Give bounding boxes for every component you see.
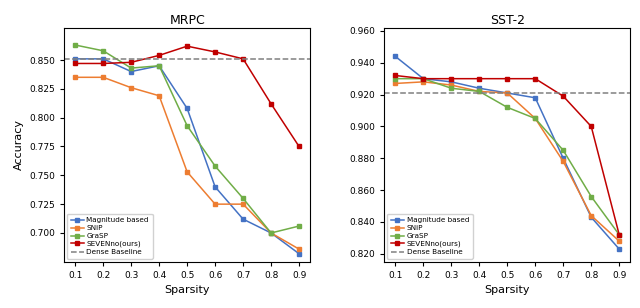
Line: Magnitude based: Magnitude based <box>393 54 621 252</box>
SNiP <box>183 170 191 174</box>
GraSP <box>239 197 247 200</box>
Line: SNiP: SNiP <box>73 75 301 252</box>
GraSP <box>531 117 539 120</box>
GraSP <box>419 77 427 80</box>
SEVENno(ours) <box>559 94 567 98</box>
Magnitude based <box>504 91 511 95</box>
SNiP <box>268 231 275 235</box>
X-axis label: Sparsity: Sparsity <box>484 286 530 295</box>
Title: SST-2: SST-2 <box>490 14 525 26</box>
Magnitude based <box>559 156 567 160</box>
Legend: Magnitude based, SNiP, GraSP, SEVENno(ours), Dense Baseline: Magnitude based, SNiP, GraSP, SEVENno(ou… <box>387 214 472 259</box>
GraSP <box>504 106 511 109</box>
Magnitude based <box>268 231 275 235</box>
GraSP <box>616 233 623 237</box>
GraSP <box>211 164 219 168</box>
SNiP <box>559 160 567 163</box>
SEVENno(ours) <box>447 77 455 80</box>
SNiP <box>616 239 623 243</box>
SNiP <box>295 247 303 251</box>
SEVENno(ours) <box>183 44 191 48</box>
SEVENno(ours) <box>616 233 623 237</box>
SEVENno(ours) <box>71 62 79 65</box>
SEVENno(ours) <box>504 77 511 80</box>
Title: MRPC: MRPC <box>169 14 205 26</box>
Legend: Magnitude based, SNiP, GraSP, SEVENno(ours), Dense Baseline: Magnitude based, SNiP, GraSP, SEVENno(ou… <box>67 214 152 259</box>
Magnitude based <box>156 64 163 68</box>
SEVENno(ours) <box>392 74 399 77</box>
Line: GraSP: GraSP <box>73 43 301 235</box>
Magnitude based <box>392 55 399 58</box>
GraSP <box>588 195 595 198</box>
GraSP <box>268 231 275 235</box>
Magnitude based <box>476 86 483 90</box>
Line: SNiP: SNiP <box>393 79 621 244</box>
Magnitude based <box>447 80 455 84</box>
SNiP <box>447 83 455 87</box>
SEVENno(ours) <box>476 77 483 80</box>
SNiP <box>392 82 399 85</box>
Magnitude based <box>211 185 219 189</box>
SEVENno(ours) <box>268 102 275 106</box>
SEVENno(ours) <box>531 77 539 80</box>
Magnitude based <box>419 77 427 80</box>
SNiP <box>211 202 219 206</box>
GraSP <box>447 86 455 90</box>
SEVENno(ours) <box>156 54 163 57</box>
Magnitude based <box>239 217 247 221</box>
Magnitude based <box>616 247 623 251</box>
Magnitude based <box>295 252 303 256</box>
Magnitude based <box>99 57 107 61</box>
GraSP <box>127 66 135 70</box>
GraSP <box>156 64 163 68</box>
SNiP <box>156 94 163 98</box>
SNiP <box>531 117 539 120</box>
SNiP <box>588 214 595 217</box>
SEVENno(ours) <box>99 62 107 65</box>
GraSP <box>183 124 191 128</box>
GraSP <box>99 49 107 53</box>
SEVENno(ours) <box>239 57 247 61</box>
SNiP <box>239 202 247 206</box>
Line: SEVENno(ours): SEVENno(ours) <box>393 73 621 237</box>
SNiP <box>127 86 135 90</box>
SNiP <box>71 75 79 79</box>
Magnitude based <box>71 57 79 61</box>
SEVENno(ours) <box>127 60 135 64</box>
X-axis label: Sparsity: Sparsity <box>164 286 210 295</box>
Line: SEVENno(ours): SEVENno(ours) <box>73 44 301 149</box>
GraSP <box>476 90 483 93</box>
SEVENno(ours) <box>419 77 427 80</box>
Magnitude based <box>183 107 191 110</box>
SEVENno(ours) <box>211 50 219 54</box>
Magnitude based <box>127 70 135 73</box>
Magnitude based <box>588 215 595 219</box>
GraSP <box>392 77 399 80</box>
SNiP <box>476 90 483 93</box>
GraSP <box>559 148 567 152</box>
Line: GraSP: GraSP <box>393 76 621 237</box>
SNiP <box>504 91 511 95</box>
Line: Magnitude based: Magnitude based <box>73 56 301 256</box>
GraSP <box>71 43 79 47</box>
Magnitude based <box>531 96 539 99</box>
SNiP <box>419 80 427 84</box>
GraSP <box>295 224 303 228</box>
Y-axis label: Accuracy: Accuracy <box>13 119 24 170</box>
SEVENno(ours) <box>588 125 595 128</box>
SEVENno(ours) <box>295 145 303 148</box>
SNiP <box>99 75 107 79</box>
